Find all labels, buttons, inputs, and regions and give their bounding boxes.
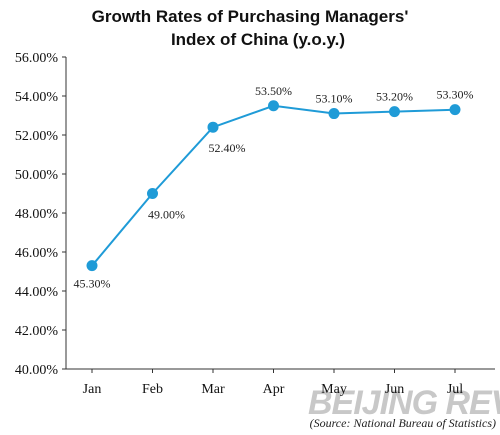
source-note: (Source: National Bureau of Statistics) [310, 416, 496, 430]
y-tick-label: 44.00% [15, 285, 59, 300]
data-label-jan: 45.30% [74, 277, 111, 291]
data-label-apr: 53.50% [255, 84, 292, 98]
watermark-text: BEIJING REVIEW [308, 384, 500, 422]
series-line [91, 104, 456, 267]
data-point-jul [449, 104, 461, 116]
x-tick-label: Feb [142, 382, 163, 397]
data-point-jan [86, 260, 98, 272]
axes [65, 57, 495, 370]
data-label-feb: 49.00% [148, 208, 185, 222]
data-point-apr [268, 100, 279, 112]
data-label-may: 53.10% [316, 92, 353, 106]
data-point-jun [389, 106, 400, 118]
x-tick-label: Apr [263, 382, 285, 397]
x-tick-label: Jul [447, 382, 463, 397]
x-tick-label: Jan [83, 382, 102, 397]
y-tick-label: 42.00% [15, 324, 59, 339]
data-point-may [328, 108, 340, 120]
chart-title-line-1: Growth Rates of Purchasing Managers' [92, 7, 409, 26]
y-tick-label: 50.00% [15, 168, 59, 183]
x-tick-label: Mar [201, 382, 225, 397]
y-tick-label: 40.00% [15, 363, 59, 378]
x-tick-label: May [321, 382, 347, 397]
x-tick-label: Jun [385, 382, 404, 397]
y-tick-label: 46.00% [15, 246, 59, 261]
chart-title-line-2: Index of China (y.o.y.) [171, 30, 345, 49]
series-group: 45.30% 49.00% 52.40% 53.50% 53.10% 53.20% 53.3… [74, 84, 474, 291]
data-label-jun: 53.20% [376, 90, 413, 104]
watermark-logo: BEIJING REVIEW [308, 384, 500, 422]
data-label-jul: 53.30% [437, 88, 474, 102]
data-point-mar [207, 121, 219, 133]
y-tick-label: 56.00% [15, 51, 59, 66]
y-tick-label: 54.00% [15, 90, 59, 105]
data-point-feb [147, 188, 158, 199]
y-axis-ticks: 40.00% 42.00% 44.00% 46.00% 48.00% 50.00% 52.0… [15, 51, 66, 378]
y-tick-label: 52.00% [15, 129, 59, 144]
y-tick-label: 48.00% [15, 207, 59, 222]
data-label-mar: 52.40% [209, 141, 246, 155]
x-axis-ticks: Jan Feb Mar Apr May Jun Jul [83, 369, 463, 397]
